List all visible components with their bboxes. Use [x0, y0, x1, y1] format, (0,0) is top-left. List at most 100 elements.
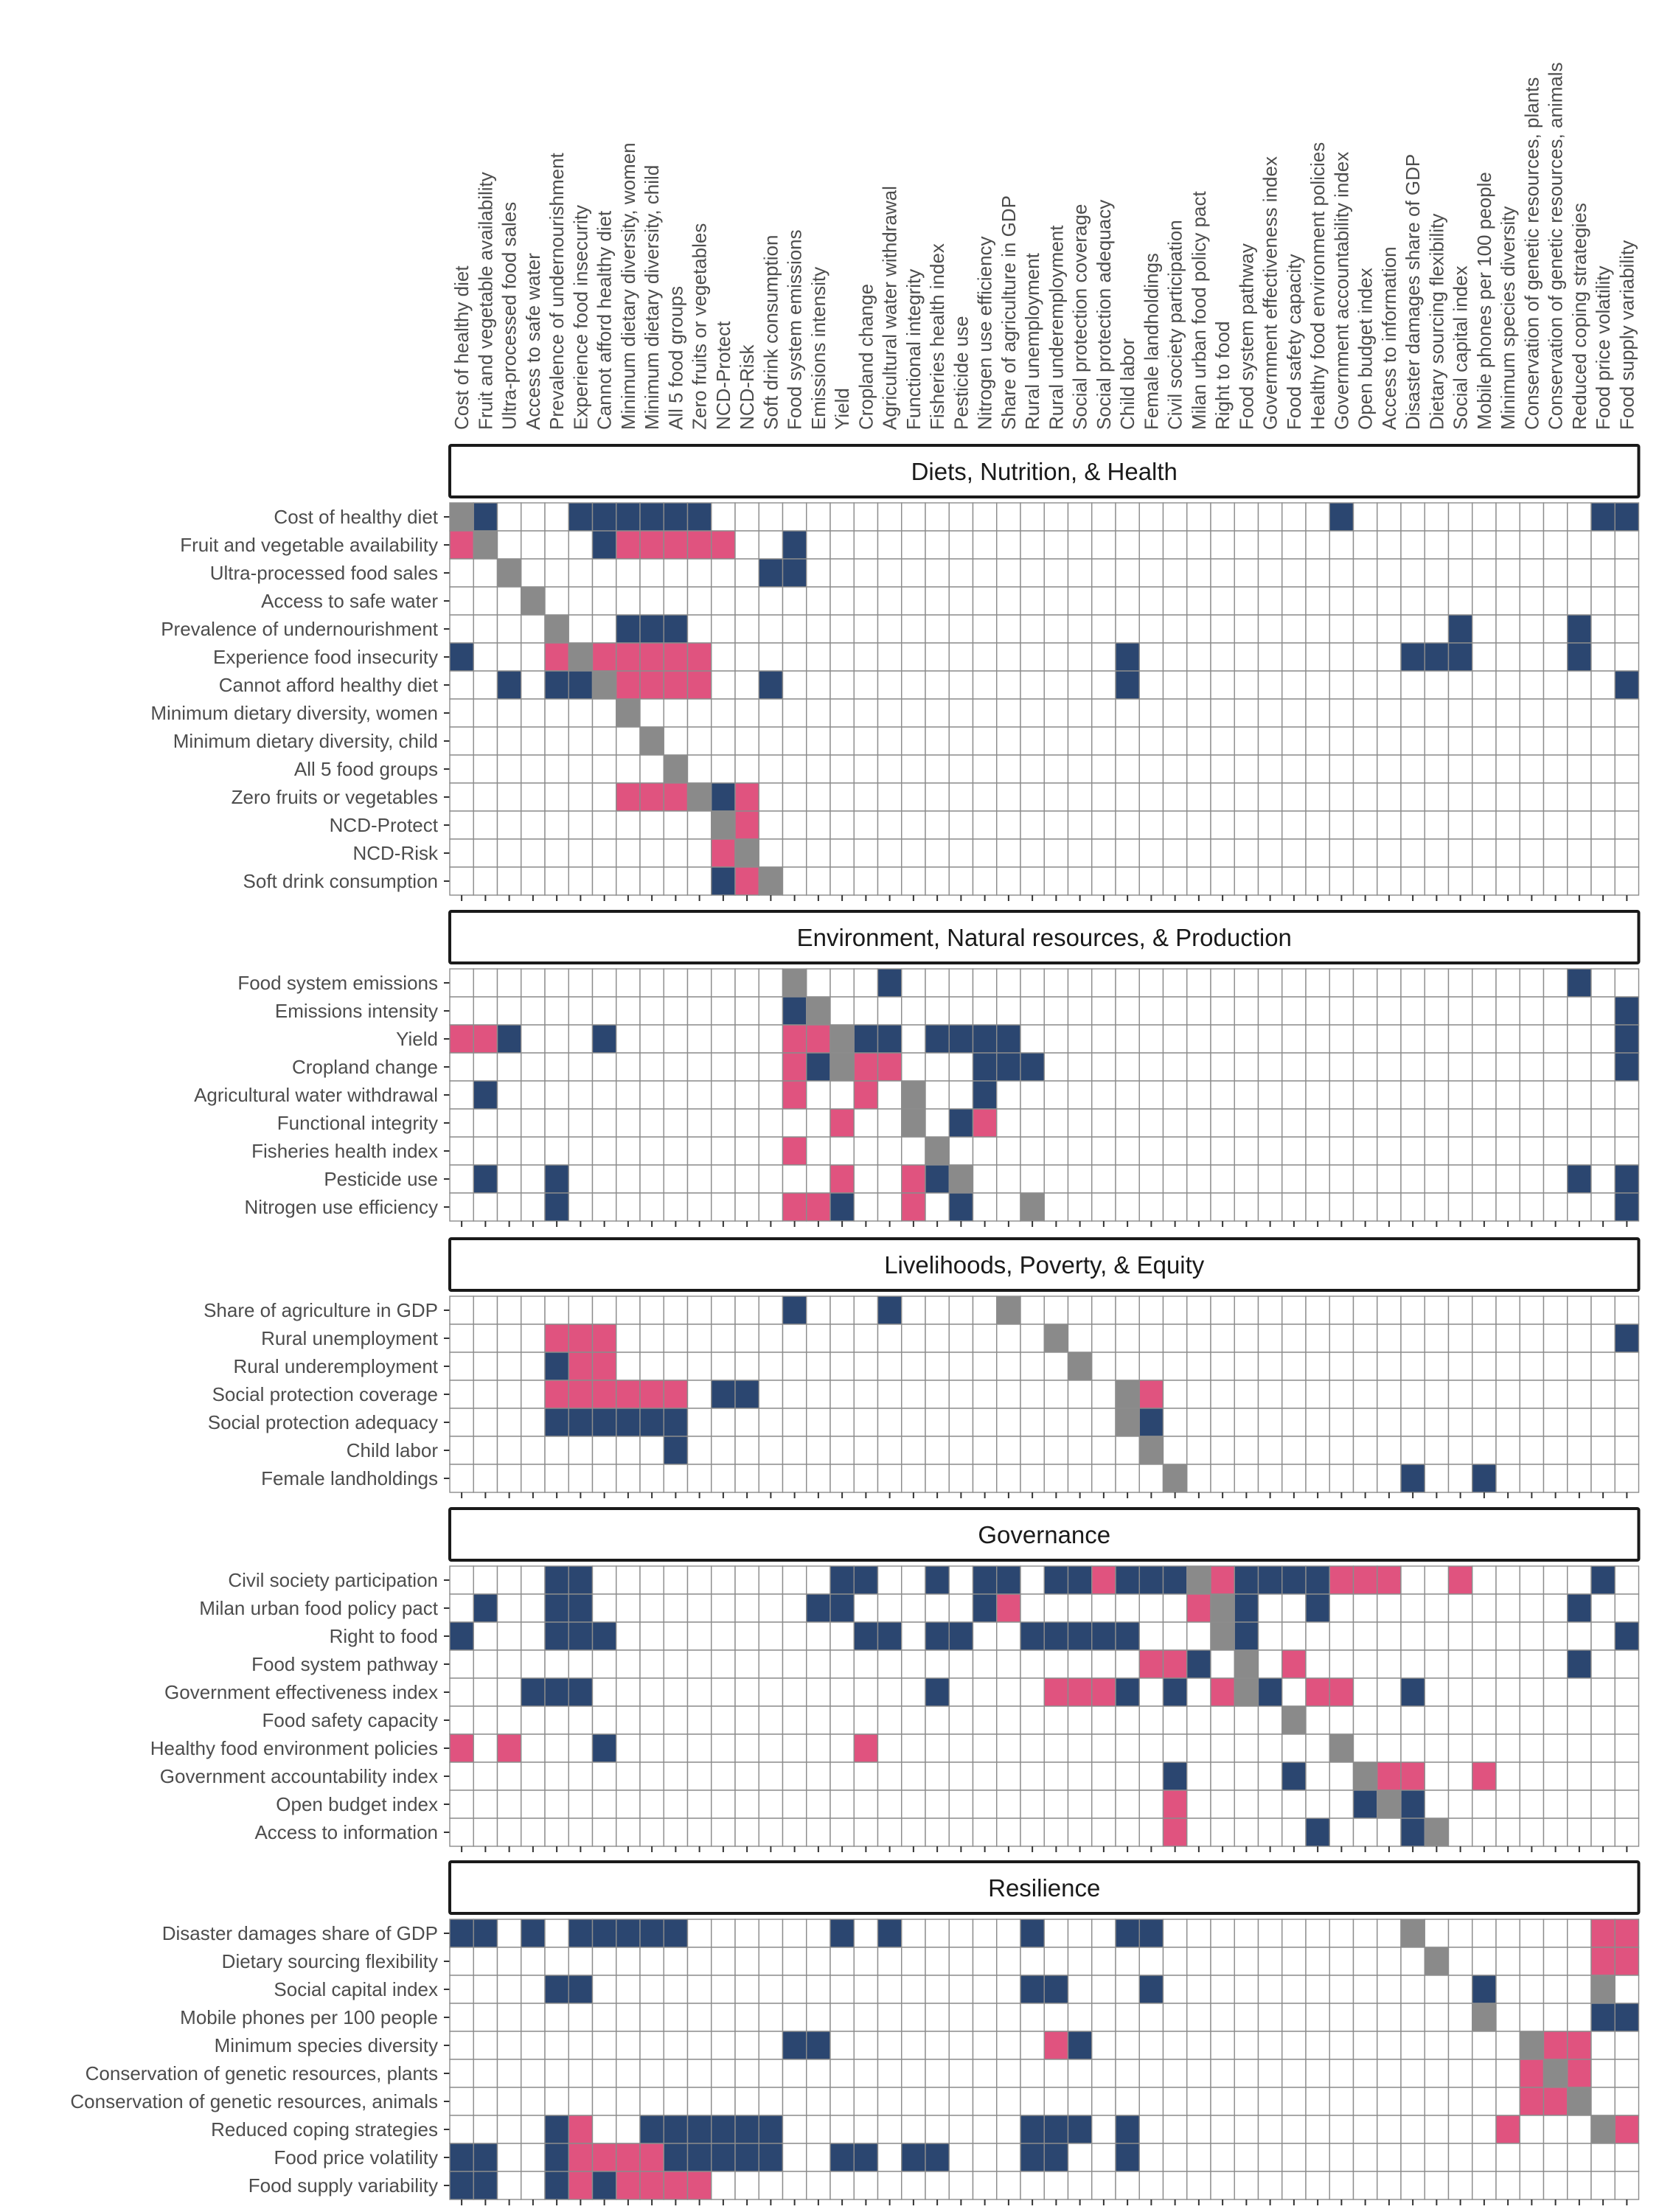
heatmap-cell	[568, 810, 594, 840]
heatmap-cell	[473, 1436, 498, 1465]
heatmap-cell	[972, 1649, 998, 1679]
heatmap-cell	[877, 968, 902, 998]
heatmap-cell	[591, 2031, 617, 2060]
heatmap-cell	[853, 1947, 879, 1976]
heatmap-cell	[1400, 614, 1425, 644]
heatmap-cell	[1138, 1108, 1164, 1138]
heatmap-cell	[1186, 1947, 1211, 1976]
heatmap-cell	[1162, 2143, 1188, 2172]
heatmap-cell	[901, 530, 926, 560]
heatmap-cell	[1043, 1380, 1069, 1409]
heatmap-cell	[544, 1108, 569, 1138]
heatmap-cell	[1162, 866, 1188, 896]
heatmap-cell	[1257, 1192, 1283, 1222]
heatmap-cell	[1472, 1621, 1497, 1651]
heatmap-cell	[1590, 1919, 1615, 1948]
heatmap-cell	[686, 1818, 712, 1847]
heatmap-cell	[591, 2171, 617, 2200]
heatmap-cell	[1043, 1947, 1069, 1976]
heatmap-cell	[1067, 1295, 1093, 1325]
heatmap-cell	[1091, 1761, 1116, 1791]
heatmap-cell	[782, 1436, 807, 1465]
heatmap-cell	[616, 1380, 641, 1409]
heatmap-cell	[758, 1705, 784, 1735]
heatmap-cell	[1329, 1761, 1354, 1791]
heatmap-cell	[544, 866, 569, 896]
heatmap-cell	[972, 502, 998, 532]
heatmap-cell	[853, 1108, 879, 1138]
heatmap-cell	[568, 502, 594, 532]
heatmap-cell	[1543, 1380, 1568, 1409]
heatmap-cell	[521, 614, 546, 644]
heatmap-cell	[1329, 2003, 1354, 2032]
heatmap-cell	[1281, 1975, 1307, 2004]
heatmap-cell	[877, 2031, 902, 2060]
heatmap-cell	[1424, 670, 1450, 700]
heatmap-cell	[901, 1919, 926, 1948]
heatmap-cell	[1234, 1192, 1259, 1222]
heatmap-cell	[758, 642, 784, 672]
heatmap-cell	[496, 502, 522, 532]
row-label: Healthy food environment policies	[150, 1737, 438, 1759]
heatmap-cell	[591, 1024, 617, 1054]
heatmap-cell	[1424, 1464, 1450, 1493]
heatmap-cell	[568, 968, 594, 998]
column-label-experience-food-insecurity: Experience food insecurity	[569, 205, 591, 430]
heatmap-cell	[1162, 1080, 1188, 1110]
heatmap-cell	[1352, 2059, 1378, 2088]
heatmap-cell	[1377, 586, 1402, 616]
heatmap-cell	[1377, 2003, 1402, 2032]
heatmap-cell	[734, 2087, 759, 2116]
heatmap-cell	[1472, 1947, 1497, 1976]
heatmap-cell	[473, 1733, 498, 1763]
heatmap-cell	[1400, 2003, 1425, 2032]
heatmap-cell	[1447, 1352, 1473, 1381]
heatmap-cell	[877, 1052, 902, 1082]
heatmap-cell	[853, 530, 879, 560]
heatmap-cell	[806, 2115, 831, 2144]
heatmap-cell	[758, 1295, 784, 1325]
heatmap-cell	[1138, 1295, 1164, 1325]
column-label-social-protection-coverage: Social protection coverage	[1069, 204, 1091, 430]
row-label: Rural underemployment	[234, 1355, 439, 1377]
heatmap-cell	[1257, 1761, 1283, 1791]
heatmap-cell	[1091, 1649, 1116, 1679]
heatmap-cell	[877, 1649, 902, 1679]
heatmap-cell	[996, 1052, 1021, 1082]
heatmap-cell	[711, 1464, 736, 1493]
heatmap-cell	[1590, 1818, 1615, 1847]
heatmap-cell	[568, 1352, 594, 1381]
heatmap-cell	[1472, 1024, 1497, 1054]
heatmap-cell	[639, 530, 664, 560]
heatmap-cell	[1162, 726, 1188, 756]
heatmap-cell	[1352, 726, 1378, 756]
heatmap-cell	[639, 1790, 664, 1819]
heatmap-cell	[1162, 838, 1188, 868]
heatmap-cell	[1614, 726, 1640, 756]
heatmap-cell	[1472, 754, 1497, 784]
heatmap-cell	[1186, 530, 1211, 560]
heatmap-cell	[521, 2171, 546, 2200]
heatmap-cell	[1234, 1464, 1259, 1493]
column-label-child-labor: Child labor	[1116, 338, 1138, 430]
heatmap-cell	[1543, 2171, 1568, 2200]
heatmap-cell	[1115, 698, 1140, 728]
heatmap-cell	[1305, 1080, 1330, 1110]
heatmap-cell	[1472, 838, 1497, 868]
heatmap-cell	[806, 754, 831, 784]
heatmap-cell	[1138, 1380, 1164, 1409]
heatmap-cell	[544, 1464, 569, 1493]
heatmap-cell	[1020, 1352, 1045, 1381]
heatmap-cell	[1447, 1761, 1473, 1791]
heatmap-cell	[521, 1192, 546, 1222]
heatmap-cell	[1043, 968, 1069, 998]
heatmap-cell	[1329, 2059, 1354, 2088]
heatmap-cell	[1138, 1621, 1164, 1651]
heatmap-cell	[521, 1136, 546, 1166]
heatmap-cell	[1614, 670, 1640, 700]
heatmap-cell	[616, 726, 641, 756]
heatmap-cell	[473, 586, 498, 616]
heatmap-cell	[1043, 1593, 1069, 1623]
heatmap-cell	[711, 1621, 736, 1651]
